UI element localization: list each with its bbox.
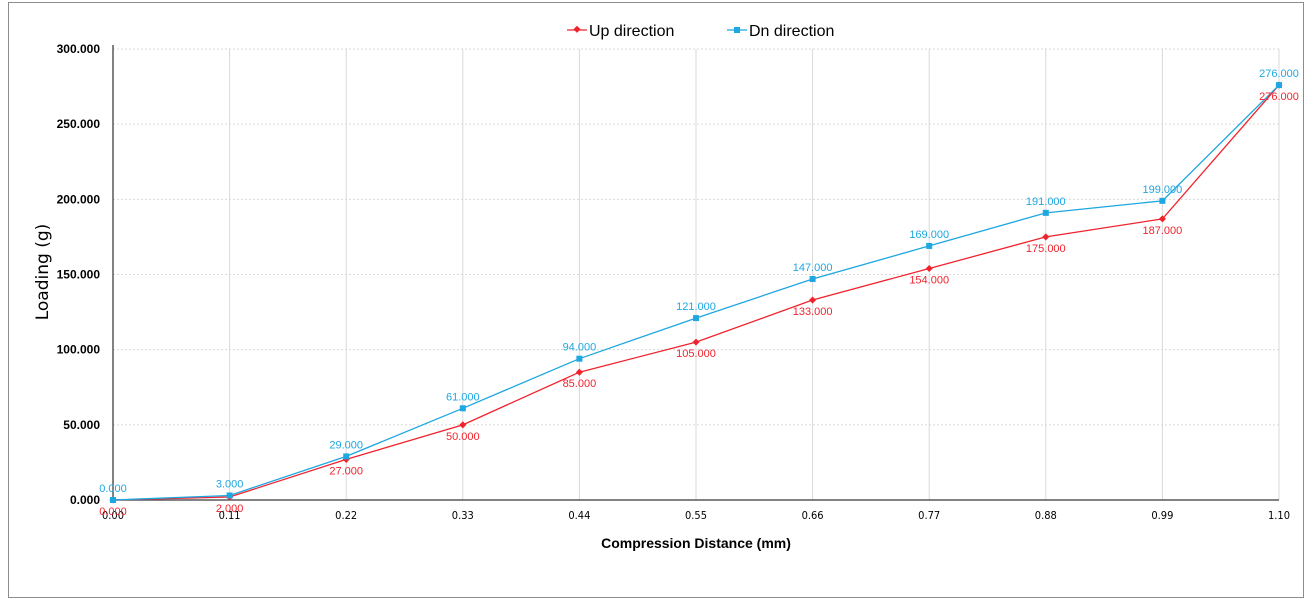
x-tick-labels: 0.00 0.11 0.22 0.33 0.44 0.55 0.66 0.77 0.88 0.99… (102, 509, 1290, 522)
y-axis-label: Loading (g) (33, 224, 53, 321)
x-tick-label: 0.99 (1151, 509, 1173, 522)
legend-up-marker (573, 25, 581, 33)
data-label-up: 27.000 (329, 465, 363, 477)
y-tick-label: 200.000 (57, 192, 101, 206)
y-tick-label: 300.000 (57, 42, 101, 56)
data-label-dn: 61.000 (446, 391, 480, 403)
y-tick-label: 150.000 (57, 268, 101, 282)
data-label-dn: 199.000 (1143, 184, 1183, 196)
data-label-up: 276.000 (1259, 91, 1299, 103)
y-tick-labels: 0.000 50.000 100.000 150.000 200.000 250.000 3… (57, 42, 101, 507)
point-dn (226, 492, 233, 499)
data-label-up: 0.000 (99, 506, 127, 518)
data-label-dn: 276.000 (1259, 68, 1299, 80)
data-label-dn: 3.000 (216, 478, 244, 490)
data-label-dn: 0.000 (99, 483, 127, 495)
legend: Up direction Dn direction (567, 23, 834, 40)
point-dn (693, 315, 699, 322)
data-label-up: 133.000 (793, 306, 833, 318)
y-tick-label: 250.000 (57, 117, 101, 131)
x-tick-label: 0.77 (918, 509, 940, 522)
x-tick-label: 0.44 (568, 509, 590, 522)
data-labels: 0.000 2.000 27.000 50.000 85.000 105.000 133.0… (99, 68, 1299, 518)
x-tick-label: 1.10 (1268, 509, 1290, 522)
point-dn (110, 497, 116, 503)
point-dn (926, 242, 933, 249)
data-label-dn: 94.000 (563, 342, 597, 354)
point-dn (1042, 209, 1049, 216)
point-up (692, 338, 700, 346)
point-dn (809, 276, 816, 283)
data-label-dn: 147.000 (793, 262, 833, 274)
data-label-dn: 29.000 (329, 439, 363, 451)
point-up (925, 264, 933, 273)
legend-up-label: Up direction (589, 23, 674, 40)
x-tick-label: 0.11 (219, 509, 241, 522)
data-label-up: 154.000 (909, 274, 949, 286)
x-axis-label: Compression Distance (mm) (601, 535, 791, 551)
gridlines (113, 48, 1280, 500)
x-tick-label: 0.88 (1035, 509, 1057, 522)
series-lines (109, 81, 1283, 504)
point-dn (459, 405, 466, 412)
y-tick-label: 50.000 (63, 418, 100, 432)
x-tick-label: 0.00 (102, 509, 124, 522)
point-up (809, 296, 817, 304)
data-label-up: 2.000 (216, 503, 244, 515)
data-label-up: 175.000 (1026, 243, 1066, 255)
x-tick-label: 0.33 (452, 509, 474, 522)
axes (112, 45, 1279, 501)
point-dn (576, 355, 583, 362)
point-dn (1159, 197, 1166, 204)
data-label-dn: 191.000 (1026, 196, 1066, 208)
data-label-dn: 169.000 (909, 229, 949, 241)
x-tick-label: 0.55 (685, 509, 707, 522)
x-tick-label: 0.66 (802, 509, 824, 522)
data-label-dn: 121.000 (676, 301, 716, 313)
chart-frame (8, 2, 1304, 598)
data-label-up: 105.000 (676, 348, 716, 360)
point-up (575, 368, 583, 376)
data-label-up: 85.000 (563, 378, 597, 390)
data-label-up: 50.000 (446, 431, 480, 443)
data-label-up: 187.000 (1143, 225, 1183, 237)
y-tick-label: 100.000 (57, 343, 101, 357)
point-up (1042, 233, 1050, 241)
x-tick-label: 0.22 (335, 509, 357, 522)
legend-dn-label: Dn direction (749, 23, 834, 40)
y-tick-label: 0.000 (70, 493, 100, 507)
point-dn (343, 453, 350, 460)
point-dn (1276, 82, 1282, 89)
point-up (459, 421, 467, 429)
legend-dn-marker (734, 27, 740, 33)
